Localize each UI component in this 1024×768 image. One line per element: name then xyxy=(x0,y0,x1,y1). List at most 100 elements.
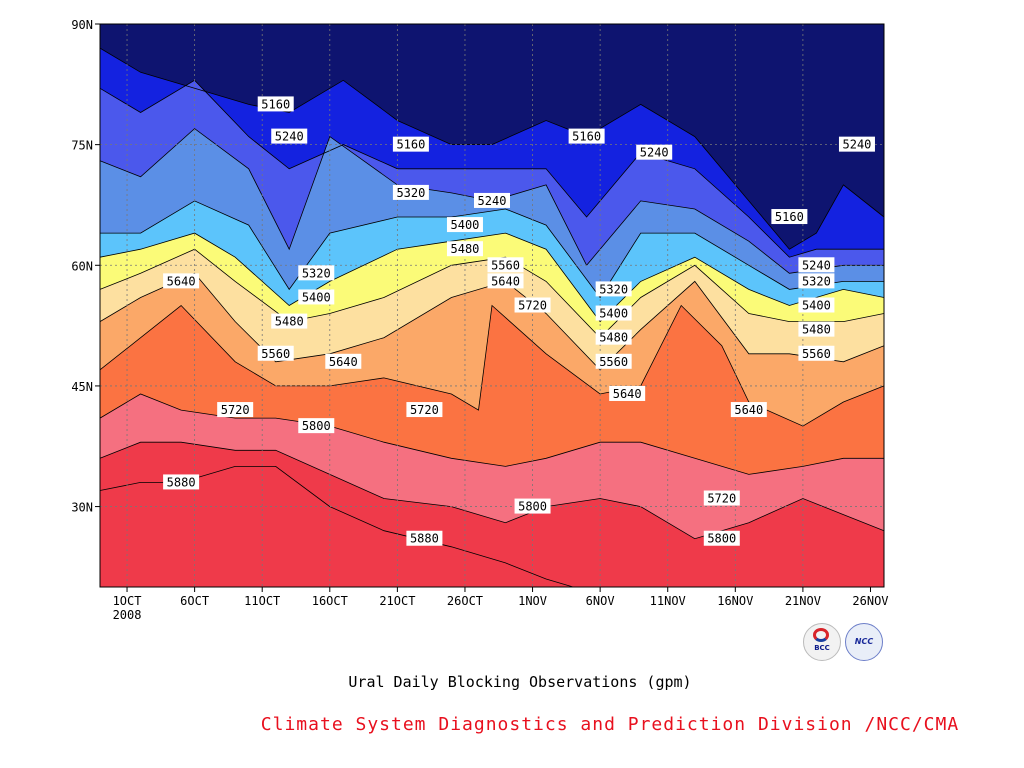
contour-label: 5400 xyxy=(298,289,335,305)
contour-label-box xyxy=(798,257,835,273)
contour-label: 5400 xyxy=(446,217,483,233)
contour-label-text: 5240 xyxy=(843,138,872,152)
x-tick-label: 11NOV xyxy=(650,594,686,608)
contour-label-text: 5800 xyxy=(707,532,736,546)
contour-label-box xyxy=(392,184,429,200)
contour-label-box xyxy=(257,345,294,361)
contour-label-text: 5240 xyxy=(640,146,669,160)
contour-label: 5800 xyxy=(298,418,335,434)
contour-label-box xyxy=(514,297,551,313)
bcc-swirl-icon xyxy=(813,628,829,642)
x-tick-label: 21OCT xyxy=(379,594,415,608)
contour-label-box xyxy=(798,273,835,289)
x-tick-label: 6OCT xyxy=(180,594,209,608)
contour-label-text: 5480 xyxy=(599,331,628,345)
chart-caption: Ural Daily Blocking Observations (gpm) xyxy=(348,673,692,691)
contour-label-box xyxy=(609,385,646,401)
contour-label: 5800 xyxy=(514,498,551,514)
plot-frame xyxy=(99,23,885,588)
contour-label-text: 5160 xyxy=(396,138,425,152)
contour-label-text: 5640 xyxy=(329,355,358,369)
contour-label: 5640 xyxy=(163,273,200,289)
contour-label: 5160 xyxy=(257,96,294,112)
contour-line-5480 xyxy=(99,232,885,323)
contour-line-5160 xyxy=(99,47,885,250)
contour-label: 5240 xyxy=(798,257,835,273)
contour-label: 5640 xyxy=(609,385,646,401)
contour-label: 5720 xyxy=(703,490,740,506)
contour-label-box xyxy=(163,273,200,289)
contour-label-box xyxy=(298,265,335,281)
y-tick-label: 60N xyxy=(71,259,93,273)
contour-label-box xyxy=(568,128,605,144)
contour-label-text: 5400 xyxy=(599,307,628,321)
contour-label-text: 5400 xyxy=(302,290,331,304)
contour-label: 5240 xyxy=(271,128,308,144)
y-tick-label: 90N xyxy=(71,18,93,32)
contour-label-text: 5880 xyxy=(167,475,196,489)
contour-label-text: 5160 xyxy=(261,97,290,111)
contour-label-text: 5640 xyxy=(167,274,196,288)
contour-label-box xyxy=(798,321,835,337)
contour-label-box xyxy=(446,241,483,257)
contour-line-5800 xyxy=(99,393,884,475)
contour-label-box xyxy=(217,402,254,418)
contour-label: 5240 xyxy=(636,144,673,160)
contour-label-text: 5240 xyxy=(478,194,507,208)
contour-label: 5160 xyxy=(568,128,605,144)
x-tick-label: 11OCT xyxy=(244,594,280,608)
contour-label-box xyxy=(595,281,632,297)
contour-label-text: 5480 xyxy=(275,315,304,329)
contour-label: 5560 xyxy=(487,257,524,273)
contour-label-text: 5640 xyxy=(734,403,763,417)
bcc-logo: BCC xyxy=(803,623,841,661)
ncc-logo: NCC xyxy=(845,623,883,661)
contour-label-text: 5880 xyxy=(410,532,439,546)
contour-label-box xyxy=(406,402,443,418)
contour-label-text: 5720 xyxy=(410,403,439,417)
contour-label-box xyxy=(595,305,632,321)
contour-label-text: 5320 xyxy=(599,282,628,296)
contour-label: 5640 xyxy=(487,273,524,289)
x-tick-label: 1OCT xyxy=(113,594,142,608)
contour-label-box xyxy=(474,192,510,208)
contour-label: 5400 xyxy=(798,297,835,313)
contour-label-box xyxy=(487,257,524,273)
contour-label: 5160 xyxy=(392,136,429,152)
contour-label-box xyxy=(392,136,429,152)
contour-label: 5800 xyxy=(703,530,740,546)
contour-label-text: 5560 xyxy=(491,258,520,272)
x-tick-label: 16OCT xyxy=(312,594,348,608)
contour-label: 5560 xyxy=(798,345,835,361)
y-tick-label: 30N xyxy=(71,501,93,515)
contour-label-text: 5400 xyxy=(451,218,480,232)
contour-label: 5240 xyxy=(474,192,510,208)
contour-label: 5560 xyxy=(257,345,294,361)
contour-label-box xyxy=(487,273,524,289)
contour-label: 5240 xyxy=(838,136,875,152)
contour-label-box xyxy=(798,297,835,313)
fill-band-5960 xyxy=(100,466,574,587)
x-tick-label: 16NOV xyxy=(717,594,753,608)
contour-label-box xyxy=(446,217,483,233)
contour-label-box xyxy=(163,474,200,490)
contour-label-text: 5800 xyxy=(518,500,547,514)
contour-label-text: 5720 xyxy=(518,299,547,313)
contour-label: 5880 xyxy=(163,474,200,490)
contour-label-text: 5640 xyxy=(491,274,520,288)
contour-line-5720 xyxy=(99,304,885,427)
contour-label-box xyxy=(730,402,767,418)
contour-line-5400 xyxy=(100,200,884,299)
bcc-logo-text: BCC xyxy=(814,644,830,652)
contour-label: 5640 xyxy=(325,353,362,369)
contour-label-box xyxy=(771,209,808,225)
y-tick-label: 45N xyxy=(71,380,93,394)
contour-label: 5720 xyxy=(406,402,443,418)
contour-label-text: 5400 xyxy=(802,299,831,313)
contour-label-text: 5720 xyxy=(707,492,736,506)
contour-label-text: 5640 xyxy=(613,387,642,401)
contour-label-text: 5320 xyxy=(396,186,425,200)
contour-label-text: 5160 xyxy=(572,130,601,144)
